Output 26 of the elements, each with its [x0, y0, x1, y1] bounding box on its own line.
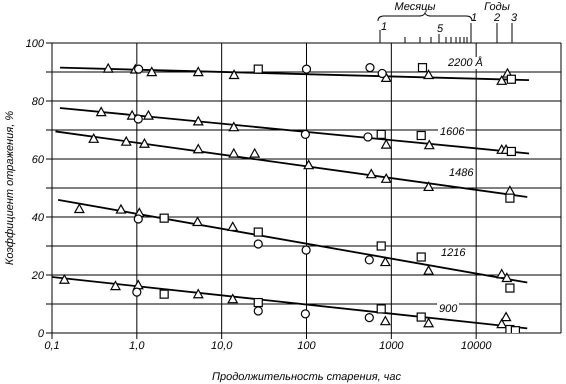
y-axis-title: Коэффициент отражения, % — [4, 110, 16, 266]
x-axis-title: Продолжительность старения, час — [212, 371, 402, 383]
y-tick-label: 20 — [30, 270, 45, 282]
text: Годы — [484, 1, 510, 13]
text: 1 — [380, 21, 388, 33]
text: Месяцы — [394, 1, 436, 13]
y-tick-label: 100 — [26, 38, 45, 50]
x-tick-label: 1000 — [379, 340, 404, 352]
y-tick-label: 40 — [32, 212, 45, 224]
annotation: 1486 — [447, 167, 476, 179]
text: 2 — [492, 12, 500, 24]
text: 1 — [470, 12, 478, 24]
x-tick-label: 10,0 — [210, 340, 234, 352]
x-tick-label: 10000 — [460, 340, 492, 352]
y-tick-label: 80 — [32, 96, 45, 108]
text: 5 — [436, 23, 444, 35]
x-tick-label: 0,1 — [44, 340, 60, 352]
annotation: 1606 — [438, 126, 466, 138]
annotation: 1216 — [439, 247, 468, 259]
text: 3 — [510, 12, 518, 24]
x-tick-label: 1,0 — [129, 340, 146, 352]
y-tick-label: 60 — [32, 154, 45, 166]
y-tick-label: 0 — [38, 328, 45, 340]
annotation: 2200 Å — [446, 57, 485, 69]
annotation: 900 — [437, 303, 460, 315]
x-tick-label: 100 — [297, 340, 317, 352]
